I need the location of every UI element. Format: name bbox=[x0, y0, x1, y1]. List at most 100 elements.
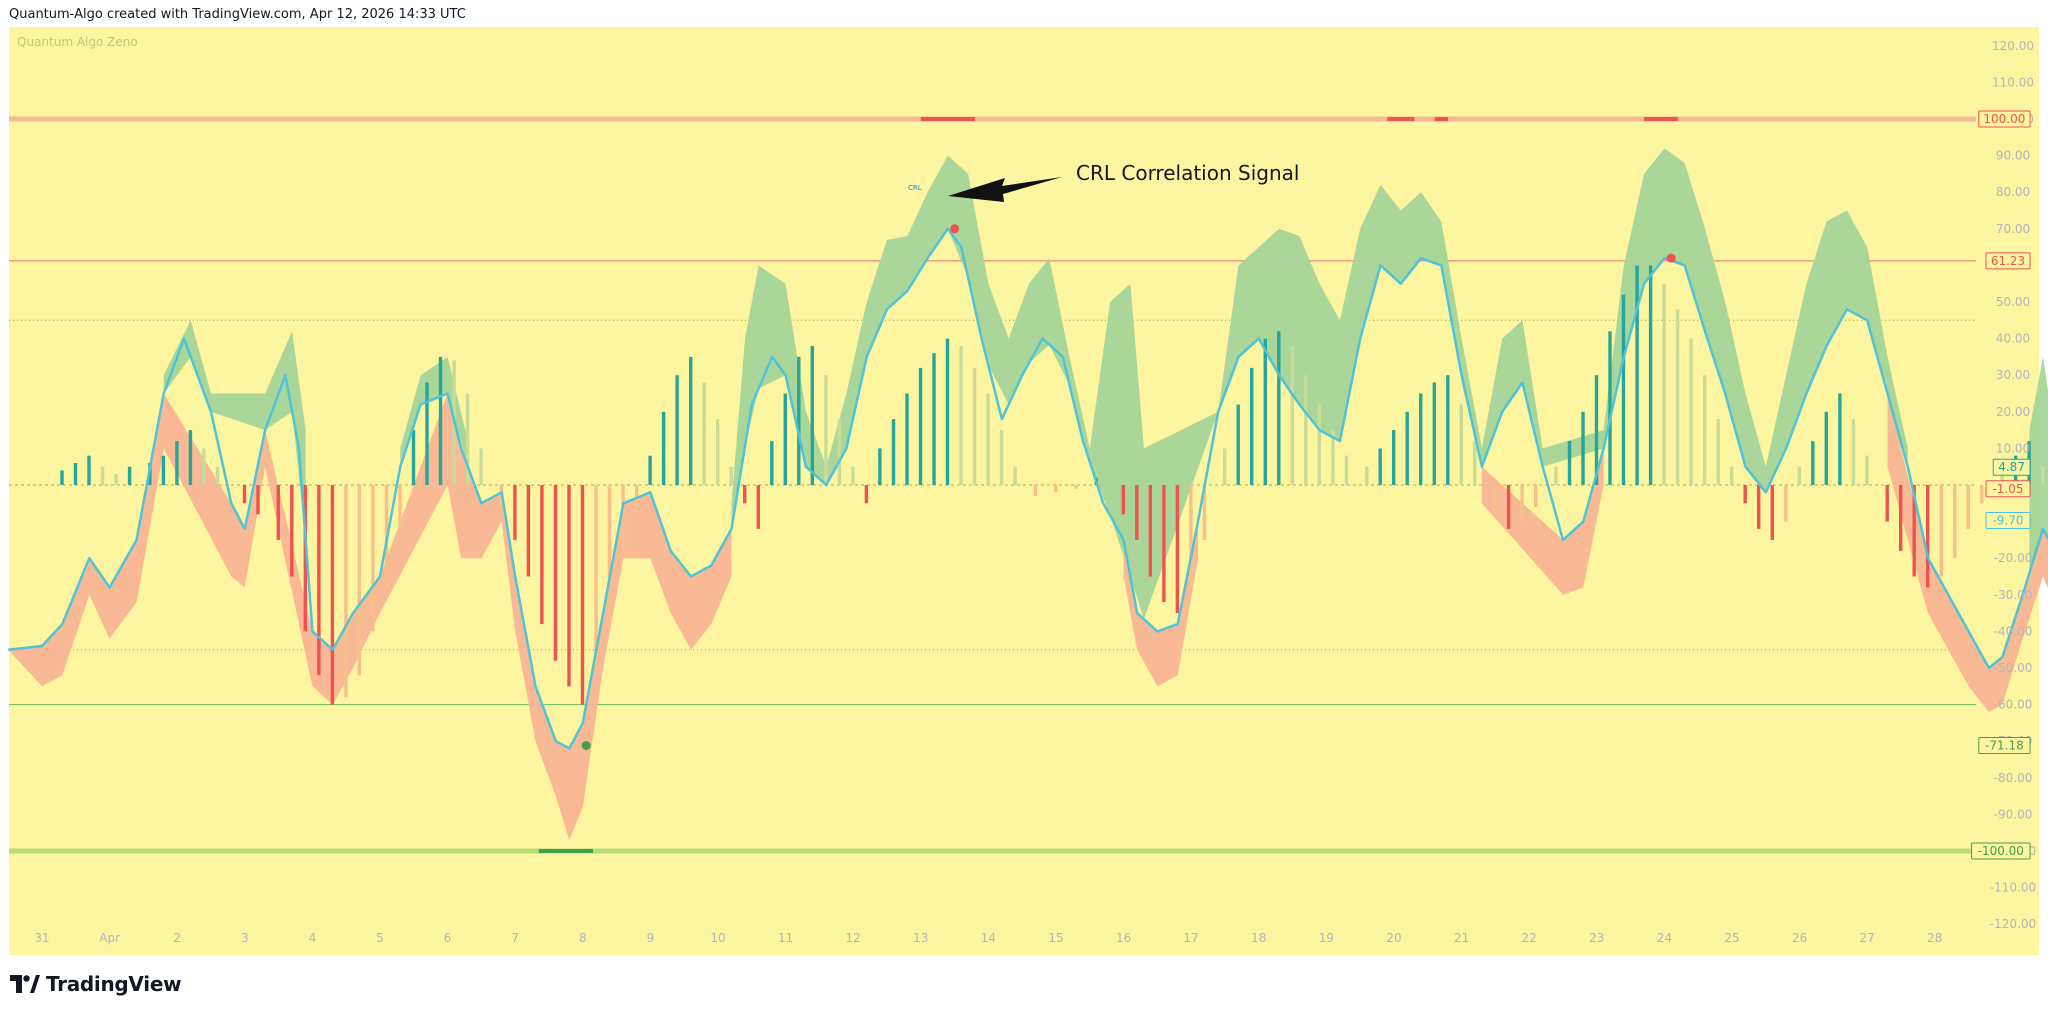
histogram-bar bbox=[851, 466, 855, 485]
histogram-bar bbox=[1033, 485, 1038, 496]
plot-background bbox=[9, 27, 2039, 955]
value-badge-label: 100.00 bbox=[1983, 112, 2025, 126]
histogram-bar bbox=[256, 485, 260, 515]
histogram-bar bbox=[1534, 485, 1538, 507]
histogram-bar bbox=[1689, 338, 1693, 485]
histogram-bar bbox=[621, 485, 625, 559]
x-tick-label: 14 bbox=[981, 931, 996, 945]
histogram-bar bbox=[290, 485, 294, 577]
signal-dot bbox=[581, 741, 591, 751]
histogram-bar bbox=[553, 485, 558, 661]
annotation-arrow bbox=[948, 177, 1062, 202]
histogram-bar bbox=[567, 485, 571, 687]
x-tick-label: 20 bbox=[1386, 931, 1401, 945]
histogram-bar bbox=[540, 485, 544, 625]
histogram-bar bbox=[878, 448, 882, 485]
histogram-bar bbox=[729, 466, 733, 485]
bear-band-3 bbox=[1887, 393, 2048, 712]
x-tick-label: 5 bbox=[376, 931, 384, 945]
histogram bbox=[60, 265, 2045, 705]
histogram-bar bbox=[479, 448, 483, 485]
histogram-bar bbox=[1953, 485, 1957, 559]
main-line-group bbox=[8, 227, 2048, 750]
histogram-bar bbox=[945, 338, 950, 485]
histogram-bar bbox=[1419, 393, 1423, 485]
value-badge-box bbox=[1992, 458, 2031, 476]
histogram-bar bbox=[499, 485, 504, 515]
x-tick-label: 9 bbox=[647, 931, 655, 945]
histogram-bar bbox=[1520, 485, 1524, 522]
histogram-bar bbox=[959, 345, 963, 485]
y-tick-label: 70.00 bbox=[1996, 222, 2030, 236]
histogram-bar bbox=[810, 345, 814, 485]
histogram-bar bbox=[411, 430, 416, 485]
histogram-bar bbox=[1824, 411, 1828, 485]
histogram-bar bbox=[1770, 485, 1774, 540]
value-badge-box bbox=[1985, 252, 2031, 270]
value-badge-label: 61.23 bbox=[1991, 254, 2025, 268]
histogram-bar bbox=[770, 441, 774, 485]
histogram-bar bbox=[330, 485, 335, 705]
histogram-bar bbox=[188, 430, 193, 485]
histogram-bar bbox=[1162, 485, 1166, 603]
histogram-bar bbox=[114, 474, 118, 485]
histogram-bar bbox=[1277, 331, 1281, 485]
histogram-bar bbox=[702, 382, 706, 485]
histogram-bar bbox=[648, 455, 652, 485]
bear-band-2 bbox=[1481, 448, 1604, 595]
histogram-bar bbox=[1912, 485, 1916, 577]
tradingview-logo[interactable]: TradingView bbox=[10, 970, 182, 998]
histogram-bar bbox=[1148, 485, 1152, 577]
histogram-bar bbox=[513, 485, 517, 540]
x-tick-label: 16 bbox=[1116, 931, 1131, 945]
x-tick-label: 3 bbox=[241, 931, 249, 945]
histogram-bar bbox=[1648, 265, 1653, 485]
x-tick-label: 31 bbox=[34, 931, 49, 945]
bull-band-0 bbox=[163, 320, 306, 540]
level-marks bbox=[538, 117, 1678, 853]
histogram-bar bbox=[2000, 474, 2004, 485]
histogram-bar bbox=[1675, 309, 1680, 485]
x-tick-label: 27 bbox=[1860, 931, 1875, 945]
x-tick-label: 15 bbox=[1048, 931, 1063, 945]
histogram-bar bbox=[1135, 485, 1139, 540]
histogram-bar bbox=[1365, 466, 1369, 485]
histogram-bar bbox=[1865, 455, 1869, 485]
histogram-bar bbox=[1662, 283, 1666, 485]
histogram-bar bbox=[1405, 411, 1409, 485]
histogram-bar bbox=[743, 485, 747, 504]
histogram-bar bbox=[1851, 419, 1856, 485]
histogram-bar bbox=[1344, 455, 1349, 485]
histogram-bar bbox=[1554, 466, 1558, 485]
annotation-text: CRL Correlation Signal bbox=[1076, 161, 1299, 185]
histogram-bar bbox=[1189, 485, 1193, 588]
x-tick-label: 8 bbox=[579, 931, 587, 945]
histogram-bar bbox=[1175, 485, 1180, 614]
histogram-bar bbox=[1730, 466, 1734, 485]
histogram-bar bbox=[1223, 448, 1227, 485]
histogram-bar bbox=[1506, 485, 1511, 529]
histogram-bar bbox=[465, 393, 470, 485]
indicator-chart[interactable]: Quantum Algo Zeno 120.00 110.00 100.00 90.0… bbox=[0, 0, 2048, 960]
histogram-bar bbox=[1236, 404, 1240, 485]
histogram-bar bbox=[972, 367, 977, 485]
signal-dot bbox=[950, 224, 960, 234]
histogram-bar bbox=[398, 485, 402, 529]
value-badge-box bbox=[1985, 512, 2031, 529]
y-tick-label: -60.00 bbox=[1994, 698, 2033, 712]
y-tick-label: 120.00 bbox=[1992, 39, 2034, 53]
histogram-bar bbox=[1899, 485, 1903, 551]
histogram-bar bbox=[1493, 485, 1497, 515]
histogram-bar bbox=[1432, 382, 1436, 485]
histogram-bar bbox=[1202, 485, 1207, 540]
x-tick-label: Apr bbox=[99, 931, 120, 945]
histogram-bar bbox=[100, 466, 105, 485]
histogram-bar bbox=[1757, 485, 1761, 529]
tradingview-wordmark: TradingView bbox=[46, 972, 182, 996]
bear-band-1 bbox=[1123, 521, 1198, 687]
x-tick-label: 19 bbox=[1319, 931, 1334, 945]
histogram-bar bbox=[371, 485, 375, 632]
bull-band-2 bbox=[731, 148, 1908, 620]
histogram-bar bbox=[73, 463, 78, 485]
histogram-bar bbox=[1621, 294, 1626, 485]
